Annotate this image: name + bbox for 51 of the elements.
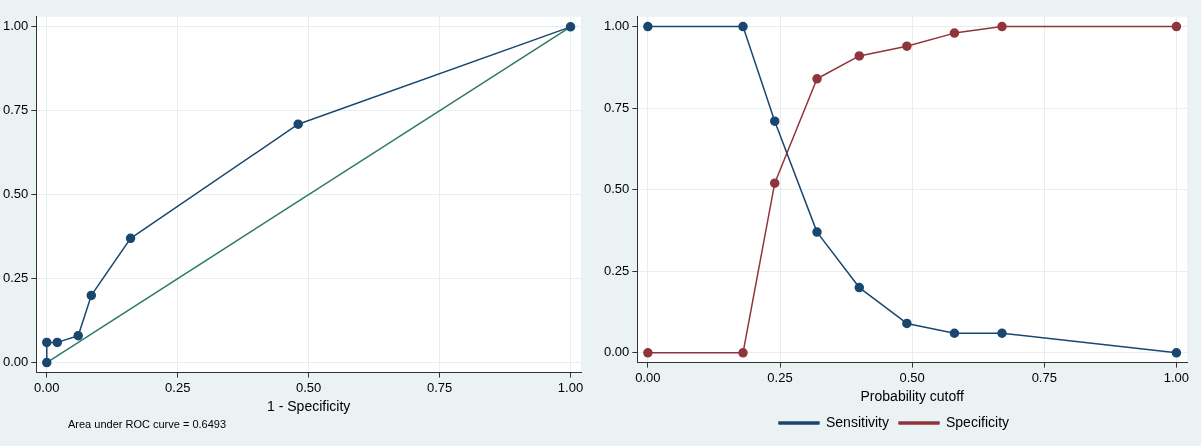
point <box>949 328 960 338</box>
x-tick-label: 0.75 <box>1031 369 1057 385</box>
y-tick-label: 1.00 <box>2 18 29 34</box>
y-tick-label: 0.50 <box>603 181 630 197</box>
point <box>293 119 303 129</box>
point <box>949 28 960 38</box>
point <box>854 282 865 293</box>
x-tick-label: 0.00 <box>635 369 661 385</box>
x-tick-label: 0.50 <box>899 369 925 385</box>
point <box>42 357 52 368</box>
x-axis-title: 1 - Specificity <box>267 398 351 415</box>
point <box>997 328 1007 338</box>
point <box>769 178 780 188</box>
x-tick-label: 0.25 <box>767 369 793 385</box>
point <box>643 21 653 32</box>
x-tick-label: 0.75 <box>426 379 453 395</box>
x-tick-label: 0.25 <box>165 379 191 395</box>
x-tick-label: 0.00 <box>34 379 60 395</box>
y-tick-label: 0.00 <box>603 344 630 360</box>
legend-label: Sensitivity <box>825 413 890 430</box>
point <box>52 337 62 348</box>
point <box>902 41 912 51</box>
x-tick-label: 0.50 <box>295 379 322 395</box>
y-tick-label: 0.50 <box>2 186 29 202</box>
point <box>997 21 1007 32</box>
point <box>73 330 83 341</box>
text: Area under ROC curve = 0.6493 <box>68 418 228 430</box>
point <box>42 337 52 348</box>
point <box>812 227 822 237</box>
point <box>854 51 865 61</box>
point <box>565 22 576 32</box>
point <box>769 116 780 126</box>
point <box>86 290 97 301</box>
x-tick-label: 1.00 <box>557 379 584 395</box>
point <box>812 74 822 84</box>
point <box>1171 348 1182 358</box>
point <box>738 21 748 32</box>
point <box>738 348 748 358</box>
y-tick-label: 0.75 <box>2 102 29 118</box>
legend-label: Specificity <box>946 413 1010 430</box>
x-tick-label: 1.00 <box>1163 369 1190 385</box>
point <box>1171 21 1182 32</box>
point <box>643 348 653 358</box>
point <box>902 318 912 329</box>
y-tick-label: 0.75 <box>603 99 630 115</box>
x-axis-title: Probability cutoff <box>860 388 964 405</box>
y-tick-label: 0.00 <box>2 354 29 370</box>
y-tick-label: 1.00 <box>603 18 630 34</box>
y-tick-label: 0.25 <box>2 270 29 286</box>
y-tick-label: 0.25 <box>603 262 630 278</box>
point <box>125 233 136 244</box>
